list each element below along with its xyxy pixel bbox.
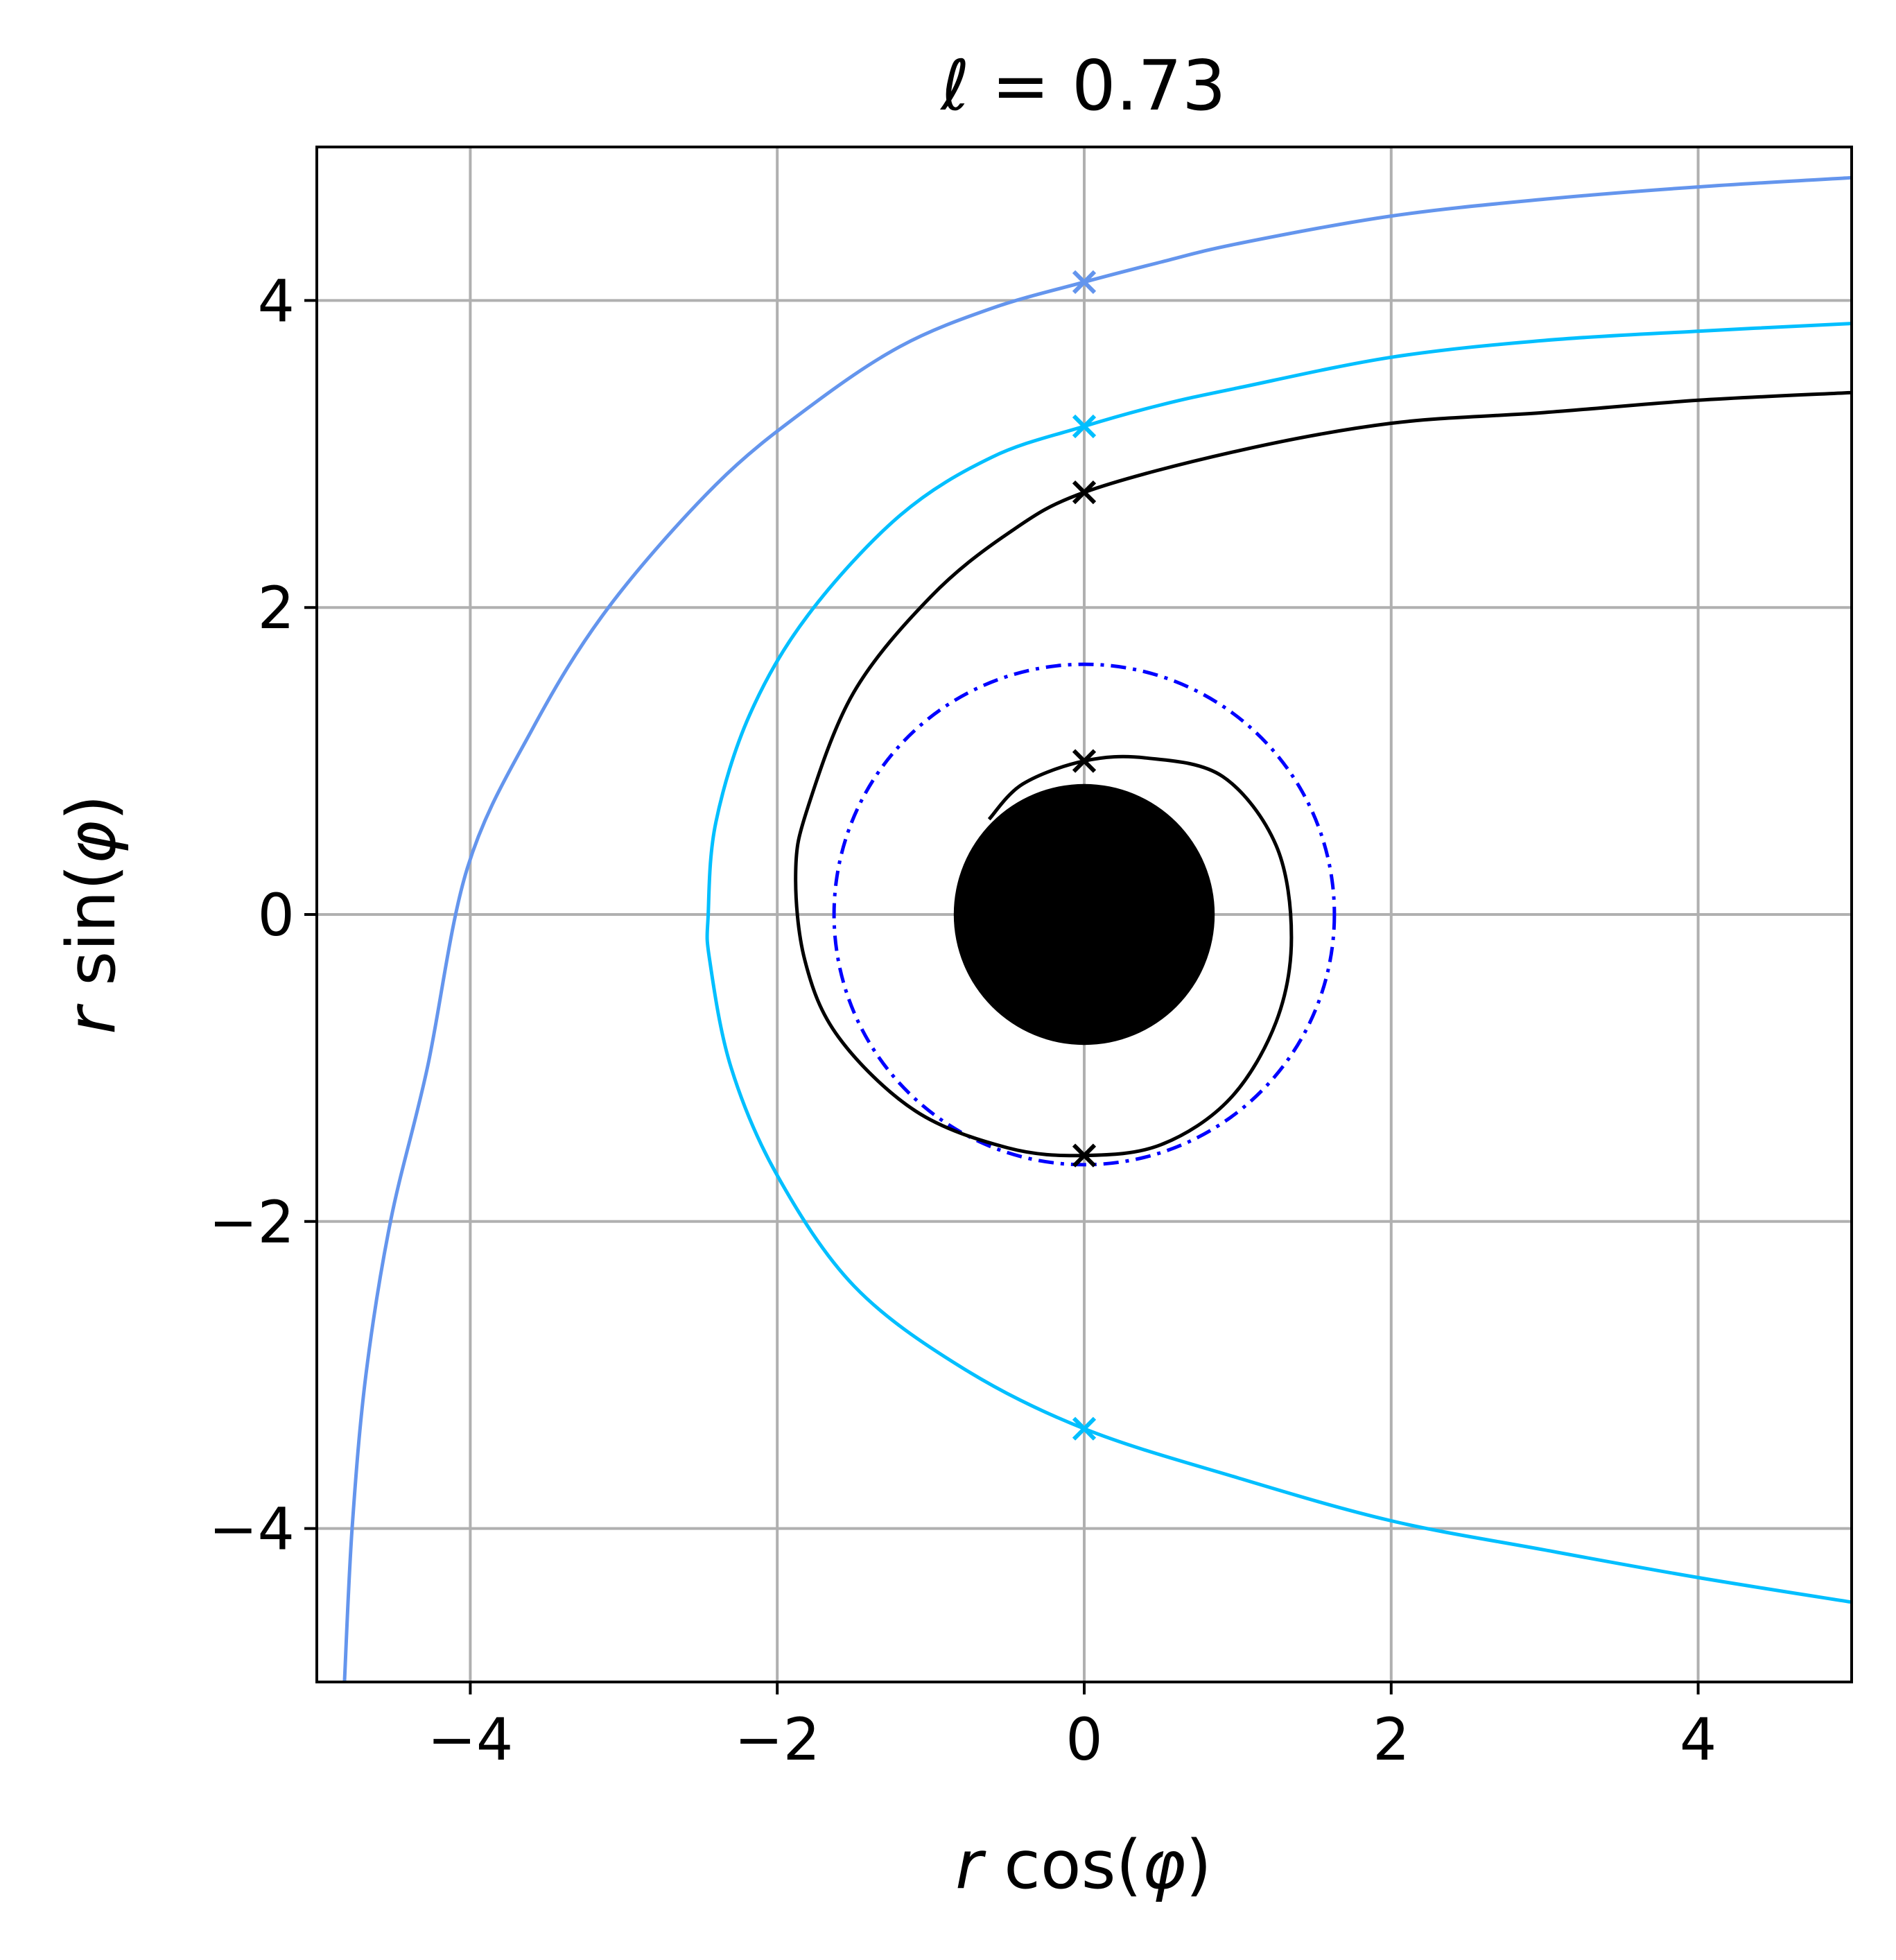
series-2-curve	[794, 390, 1852, 1158]
y-axis-label: r sin(φ)	[53, 795, 130, 1034]
y-tick-label: 2	[258, 574, 295, 642]
series-1-curve	[705, 322, 1852, 1604]
plot-area	[342, 175, 1852, 1682]
x-axis-label: r cos(φ)	[955, 1826, 1212, 1904]
x-tick-label: −2	[734, 1706, 820, 1773]
series-0-marker-0	[1072, 270, 1097, 294]
ticks: −4 −2 0 2 4 −4 −2 0 2 4	[209, 267, 1716, 1773]
photon-sphere-circle	[832, 662, 1337, 1167]
series-2-marker-2	[1072, 1143, 1097, 1168]
y-tick-label: 4	[258, 267, 295, 335]
series-0-curve	[342, 175, 1852, 1682]
x-tick-label: −4	[427, 1706, 513, 1773]
event-horizon-disk	[953, 783, 1215, 1046]
x-tick-label: 0	[1066, 1706, 1102, 1773]
x-tick-label: 2	[1373, 1706, 1409, 1773]
series-1-marker-1	[1072, 1416, 1097, 1441]
y-tick-label: 0	[258, 881, 295, 949]
y-tick-label: −2	[209, 1188, 295, 1256]
series-2-marker-1	[1072, 749, 1097, 773]
y-tick-label: −4	[209, 1495, 295, 1563]
series-1-marker-0	[1072, 414, 1097, 439]
chart-title: ℓ = 0.73	[939, 45, 1226, 126]
x-tick-label: 4	[1680, 1706, 1716, 1773]
series-2-marker-0	[1072, 480, 1097, 505]
